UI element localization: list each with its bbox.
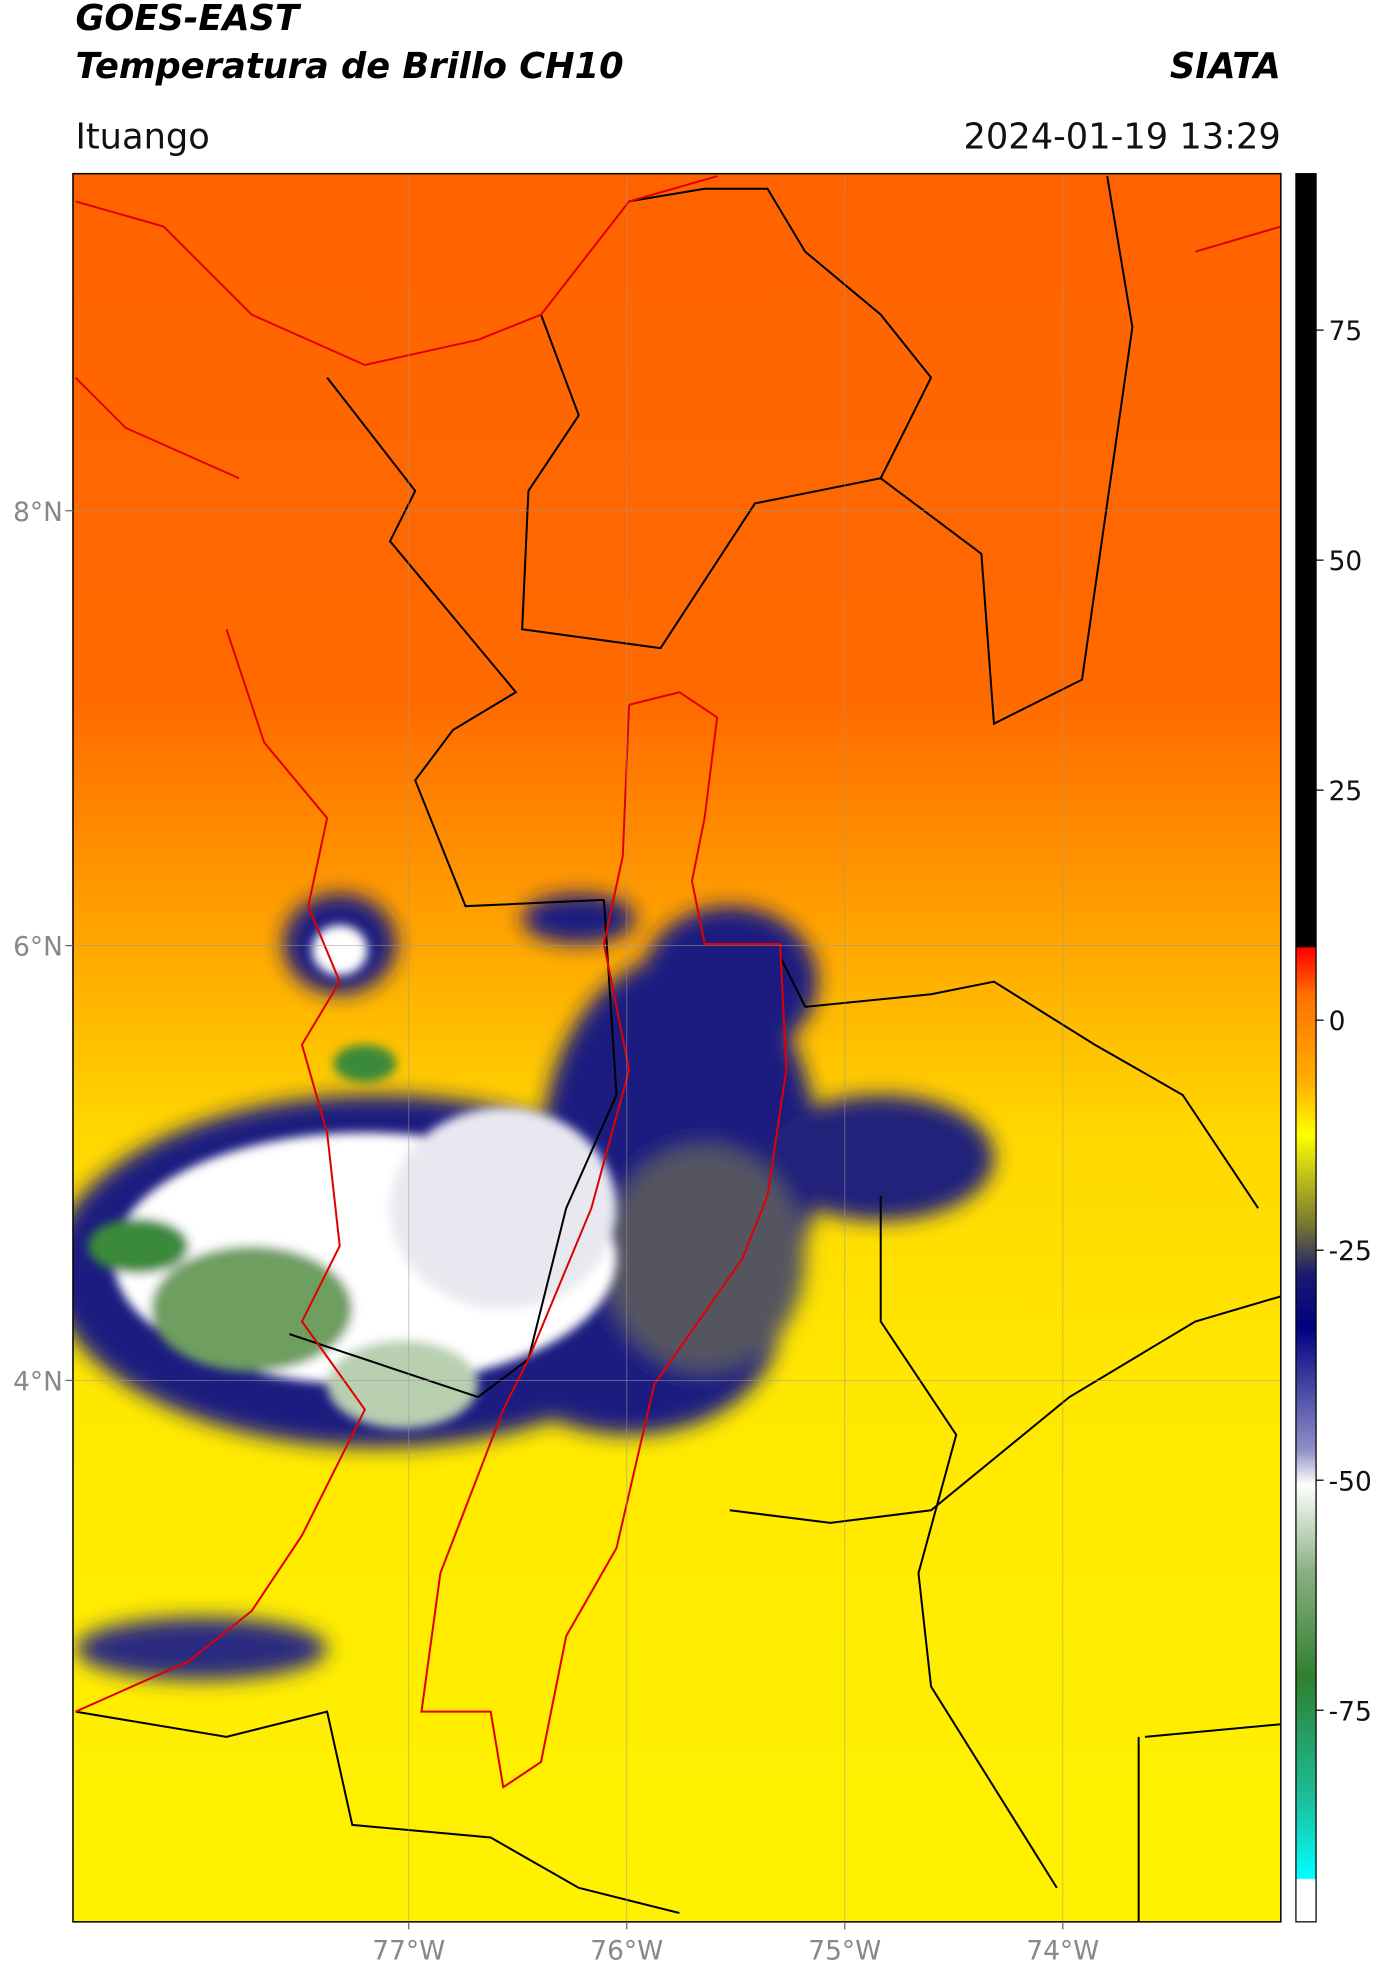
colorbar-tick-label: 75 <box>1329 316 1363 347</box>
x-tick-label: 74°W <box>1026 1936 1099 1967</box>
colorbar-tick-label: 0 <box>1329 1006 1346 1037</box>
brand: SIATA <box>1170 46 1281 87</box>
x-tick-label: 75°W <box>808 1936 881 1967</box>
colorbar-tick-label: -75 <box>1329 1696 1372 1727</box>
colorbar-tick-label: 25 <box>1329 776 1363 807</box>
colorbar-tick-label: 50 <box>1329 546 1363 577</box>
x-tick-label: 76°W <box>590 1936 663 1967</box>
subtitle: Temperatura de Brillo CH10 <box>75 46 623 87</box>
map-frame <box>72 172 1282 1923</box>
y-tick-label: 6°N <box>13 932 63 963</box>
y-tick-label: 8°N <box>13 497 63 528</box>
location: Ituango <box>75 117 209 158</box>
colorbar-tick-label: -50 <box>1329 1466 1372 1497</box>
grid <box>72 173 1281 1922</box>
y-tick-label: 4°N <box>13 1367 63 1398</box>
x-tick-label: 77°W <box>372 1936 445 1967</box>
colorbar <box>1295 173 1317 1923</box>
title: GOES-EAST <box>75 0 302 39</box>
timestamp: 2024-01-19 13:29 <box>964 117 1281 158</box>
map-image <box>72 173 1281 1922</box>
colorbar-tick-label: -25 <box>1329 1236 1372 1267</box>
